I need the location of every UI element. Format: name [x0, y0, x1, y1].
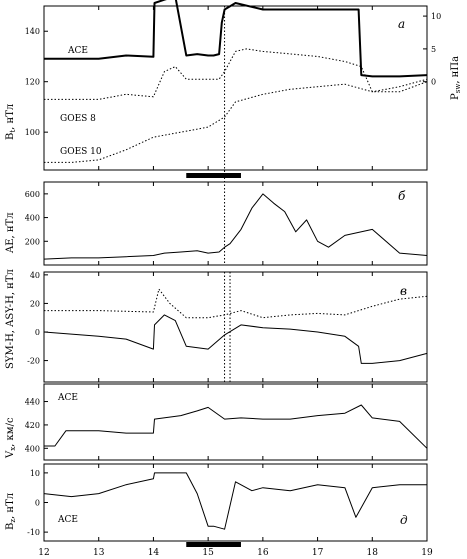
x-tick-label: 13: [93, 548, 105, 558]
interval-bar-bottom: [186, 542, 241, 547]
panel-b-y-tick-label: 400: [25, 214, 40, 223]
panel-e-series-0-line: [43, 472, 427, 530]
panel-a-right-y-tick-label: 5: [431, 45, 436, 54]
x-tick-label: 17: [312, 548, 324, 558]
panel-d-y-tick-label: 420: [25, 421, 40, 430]
panel-c-y-tick-label: 0: [35, 328, 40, 337]
x-tick-label: 19: [421, 548, 433, 558]
panel-a-right-y-axis-label: Psw, нПа: [450, 56, 462, 100]
panel-d-series-0-line: [44, 404, 428, 449]
panel-d: 400 420 440 ACE Vx, км/с: [5, 383, 428, 461]
panel-a-series-1-line: [44, 48, 428, 100]
panel-a-frame: [43, 5, 428, 171]
panel-a-y-tick-label: 120: [25, 78, 40, 87]
panel-e: -10 0 10 д ACE Bz, нТл: [5, 463, 428, 542]
panel-c-y-tick-label: 20: [30, 299, 40, 308]
x-axis-tick-labels: 12 13 14 15 16 17 18 19: [38, 548, 433, 558]
panel-b-series-0-line: [43, 193, 428, 260]
panel-c-y-tick-label: 40: [30, 271, 40, 280]
panel-a-right-y-tick-label: 10: [431, 12, 441, 21]
panel-a: 100 120 140 0 5 10 а ACE GOES 8 GOES 10 Bt, н…: [5, 0, 462, 171]
panel-e-label: д: [400, 513, 408, 527]
panel-a-label: а: [398, 17, 405, 31]
panel-c-series-1-line: [44, 288, 428, 319]
panel-e-frame: [43, 463, 428, 542]
panel-c-label: в: [400, 284, 407, 298]
panel-d-y-tick-label: 440: [25, 398, 40, 407]
panel-e-y-tick-label: 0: [35, 499, 40, 508]
panel-d-frame: [43, 383, 428, 461]
panel-e-y-axis-label: Bz, нТл: [5, 493, 17, 530]
panel-a-right-y-tick-label: 0: [431, 78, 436, 87]
panel-d-y-axis-label: Vx, км/с: [5, 417, 17, 459]
panel-c-frame: [43, 271, 428, 383]
x-tick-label: 12: [38, 548, 49, 558]
panel-e-series-ace-label: ACE: [57, 515, 78, 525]
panel-e-y-tick-label: 10: [30, 469, 40, 478]
panel-c-series-0-line: [43, 314, 428, 364]
panel-a-series-goes8-label: GOES 8: [60, 114, 96, 124]
panel-b-label: б: [398, 189, 406, 203]
panel-c: -20 0 20 40 в SYM-H, ASY-H, нТл: [5, 269, 428, 383]
panel-e-y-tick-label: -10: [27, 528, 40, 537]
x-tick-label: 15: [202, 548, 214, 558]
panel-a-series-0-line: [44, 0, 428, 78]
panel-b-y-tick-label: 600: [25, 190, 40, 199]
panel-b-frame: [43, 181, 428, 266]
x-tick-label: 18: [367, 548, 379, 558]
panel-d-series-ace-label: ACE: [57, 393, 78, 403]
panel-b: 200 400 600 б AE, нТл: [5, 181, 428, 266]
interval-bar-top: [186, 173, 241, 178]
panel-a-series-goes10-label: GOES 10: [60, 147, 102, 157]
x-tick-label: 16: [257, 548, 269, 558]
panel-a-series-ace-label: ACE: [67, 46, 88, 56]
panel-c-y-tick-label: -20: [27, 357, 40, 366]
panel-b-y-tick-label: 200: [25, 237, 40, 246]
panel-d-y-tick-label: 400: [25, 444, 40, 453]
panel-a-y-axis-label: Bt, нТл: [5, 104, 17, 140]
panel-a-y-tick-label: 100: [25, 128, 40, 137]
x-tick-label: 14: [148, 548, 160, 558]
panel-a-y-tick-label: 140: [25, 27, 40, 36]
overlay-layer: [186, 6, 241, 547]
panel-b-y-axis-label: AE, нТл: [5, 212, 16, 254]
panel-c-y-axis-label: SYM-H, ASY-H, нТл: [5, 269, 16, 369]
panel-a-series-2-line: [44, 78, 428, 163]
